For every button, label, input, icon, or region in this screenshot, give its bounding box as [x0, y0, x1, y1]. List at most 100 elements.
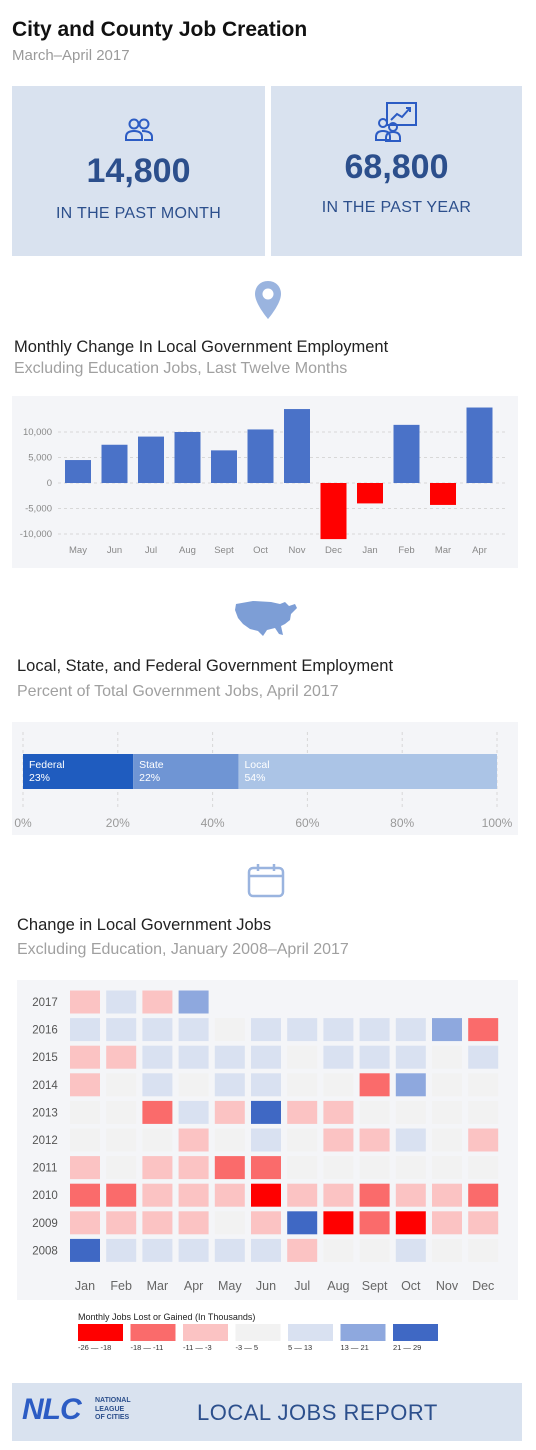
- heatmap-cell: [179, 1101, 209, 1124]
- heatmap-cell: [287, 1239, 317, 1262]
- heatmap-cell: [215, 1073, 245, 1096]
- bar: [65, 460, 91, 483]
- year-label: 2009: [32, 1218, 58, 1230]
- heatmap-cell: [360, 1156, 390, 1179]
- heatmap-cell: [432, 1156, 462, 1179]
- bar: [175, 432, 201, 483]
- x-tick-label: 60%: [295, 816, 319, 830]
- heatmap-cell: [432, 1239, 462, 1262]
- legend-label: 13 — 21: [341, 1343, 369, 1352]
- heatmap-cell: [287, 1073, 317, 1096]
- y-tick-label: 0: [47, 478, 52, 489]
- month-label: Sept: [362, 1279, 388, 1293]
- x-tick-label: Oct: [253, 545, 268, 556]
- month-label: Mar: [147, 1279, 169, 1293]
- heatmap-cell: [432, 1046, 462, 1069]
- heatmap-cell: [106, 1156, 136, 1179]
- jobs-heatmap: 2017 2016 2015 2014 2013 2012 2011 2010 2009 2008…: [17, 980, 518, 1300]
- heatmap-cell: [106, 1101, 136, 1124]
- heatmap-cell: [251, 1073, 281, 1096]
- heatmap-cell: [287, 1046, 317, 1069]
- heatmap-cell: [179, 1156, 209, 1179]
- heatmap-cell: [287, 1129, 317, 1152]
- heatmap-cell: [179, 1211, 209, 1234]
- heatmap-cell: [179, 1129, 209, 1152]
- monthly-bar-chart: -10,000 -5,000 0 5,000 10,000 May Jun Jul Aug Sep…: [12, 396, 518, 568]
- heatmap-cell: [432, 1129, 462, 1152]
- y-tick-label: -10,000: [20, 529, 52, 540]
- heatmap-cell: [432, 1101, 462, 1124]
- heatmap-cell: [323, 1211, 353, 1234]
- x-tick-label: 0%: [14, 816, 32, 830]
- heatmap-cell: [287, 1211, 317, 1234]
- heatmap-cell: [251, 1239, 281, 1262]
- heatmap-cell: [179, 1184, 209, 1207]
- year-label: 2016: [32, 1025, 58, 1037]
- segment-value: 22%: [139, 772, 160, 784]
- heatmap-cell: [360, 1073, 390, 1096]
- y-tick-label: 5,000: [28, 453, 52, 464]
- month-label: Oct: [401, 1279, 421, 1293]
- stat-label: IN THE PAST YEAR: [271, 199, 522, 217]
- stat-card-month: 14,800 IN THE PAST MONTH: [12, 86, 265, 256]
- heatmap-cell: [70, 1184, 100, 1207]
- monthly-chart-panel: -10,000 -5,000 0 5,000 10,000 May Jun Jul Aug Sep…: [12, 396, 518, 568]
- year-label: 2011: [33, 1163, 58, 1175]
- heatmap-cell: [360, 1211, 390, 1234]
- heatmap-cell: [251, 1184, 281, 1207]
- heatmap-cell: [323, 1101, 353, 1124]
- month-label: Dec: [472, 1279, 494, 1293]
- legend-title: Monthly Jobs Lost or Gained (In Thousand…: [78, 1312, 255, 1322]
- org-line: LEAGUE: [95, 1406, 131, 1415]
- share-chart-panel: 0% 20% 40% 60% 80% 100% Federal 23% State 22% Loca…: [12, 722, 518, 835]
- heatmap-cell: [251, 1129, 281, 1152]
- heatmap-cell: [323, 1129, 353, 1152]
- year-label: 2014: [32, 1080, 58, 1092]
- heatmap-cell: [360, 1046, 390, 1069]
- heatmap-cell: [142, 1211, 172, 1234]
- heatmap-cell: [396, 1184, 426, 1207]
- legend-swatch: [236, 1324, 281, 1341]
- heatmap-cell: [251, 1156, 281, 1179]
- report-title: LOCAL JOBS REPORT: [197, 1400, 438, 1426]
- monthly-chart-subtitle: Excluding Education Jobs, Last Twelve Mo…: [14, 360, 347, 378]
- heatmap-cell: [468, 1156, 498, 1179]
- legend-swatch: [393, 1324, 438, 1341]
- heatmap-cell: [396, 1129, 426, 1152]
- segment-value: 23%: [29, 772, 50, 784]
- heatmap-cell: [142, 1129, 172, 1152]
- heatmap-cell: [106, 1239, 136, 1262]
- heatmap-cell: [396, 1101, 426, 1124]
- month-label: May: [218, 1279, 242, 1293]
- legend-label: 5 — 13: [288, 1343, 312, 1352]
- heatmap-cell: [468, 1101, 498, 1124]
- x-tick-label: Feb: [398, 545, 414, 556]
- legend-swatch: [183, 1324, 228, 1341]
- heatmap-cell: [142, 1073, 172, 1096]
- x-tick-label: Jun: [107, 545, 122, 556]
- heatmap-cell: [323, 1018, 353, 1041]
- bar: [248, 429, 274, 483]
- heatmap-cell: [106, 1211, 136, 1234]
- x-tick-label: May: [69, 545, 87, 556]
- year-label: 2013: [32, 1107, 58, 1119]
- page-title: City and County Job Creation: [12, 18, 307, 42]
- year-label: 2012: [32, 1135, 58, 1147]
- heatmap-cell: [215, 1046, 245, 1069]
- people-icon: [12, 116, 265, 142]
- heatmap-cell: [106, 1129, 136, 1152]
- heatmap-cell: [360, 1184, 390, 1207]
- page-subtitle: March–April 2017: [12, 47, 130, 64]
- heatmap-cell: [323, 1239, 353, 1262]
- heatmap-cell: [179, 1018, 209, 1041]
- heatmap-cell: [323, 1184, 353, 1207]
- share-segment: [238, 754, 497, 789]
- heatmap-cell: [396, 1073, 426, 1096]
- month-label: Nov: [436, 1279, 459, 1293]
- segment-name: Local: [244, 759, 269, 771]
- heatmap-cell: [142, 1101, 172, 1124]
- heatmap-cell: [251, 1046, 281, 1069]
- x-tick-label: Aug: [179, 545, 196, 556]
- bar: [138, 437, 164, 483]
